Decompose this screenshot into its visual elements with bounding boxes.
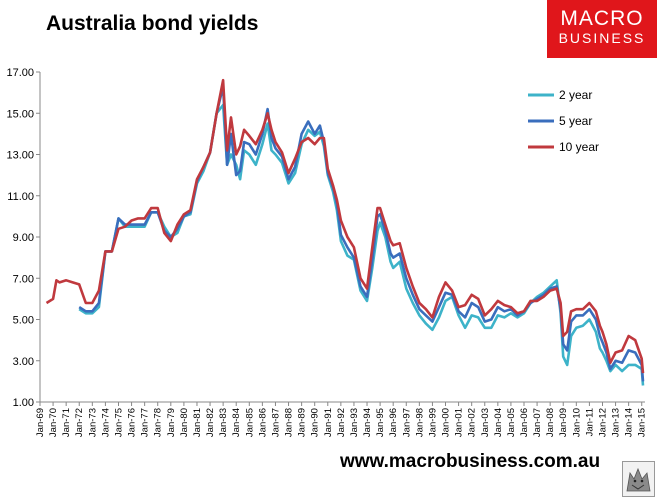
x-tick-label: Jan-97 — [401, 408, 412, 437]
x-tick-label: Jan-71 — [61, 408, 72, 437]
x-tick-label: Jan-07 — [532, 408, 543, 437]
legend-label: 10 year — [559, 140, 599, 154]
x-tick-label: Jan-75 — [113, 408, 124, 437]
x-tick-label: Jan-82 — [205, 408, 216, 437]
y-tick-label: 7.00 — [13, 273, 34, 285]
x-tick-label: Jan-83 — [218, 408, 229, 437]
x-tick-label: Jan-79 — [166, 408, 177, 437]
x-tick-label: Jan-84 — [231, 408, 242, 437]
x-tick-label: Jan-13 — [611, 408, 622, 437]
x-tick-label: Jan-06 — [519, 408, 530, 437]
y-tick-label: 11.00 — [7, 191, 34, 203]
x-tick-label: Jan-03 — [480, 408, 491, 437]
chart-title: Australia bond yields — [46, 12, 259, 35]
x-tick-label: Jan-92 — [336, 408, 347, 437]
x-tick-label: Jan-81 — [192, 408, 203, 437]
x-tick-label: Jan-12 — [597, 408, 608, 437]
site-url-link[interactable]: www.macrobusiness.com.au — [340, 451, 601, 472]
x-tick-label: Jan-02 — [467, 408, 478, 437]
legend-label: 5 year — [559, 114, 592, 128]
x-tick-label: Jan-10 — [571, 408, 582, 437]
x-tick-label: Jan-78 — [153, 408, 164, 437]
x-tick-label: Jan-91 — [323, 408, 334, 437]
wolf-mascot-icon — [622, 461, 655, 497]
y-tick-label: 17.00 — [6, 67, 34, 79]
y-axis: 1.00 3.00 5.00 7.00 9.00 11.00 13.00 15.00 17.00 — [6, 67, 41, 409]
x-tick-label: Jan-05 — [506, 408, 517, 437]
x-tick-label: Jan-15 — [637, 408, 648, 437]
x-tick-label: Jan-74 — [100, 408, 111, 437]
brand-logo-line1: MACRO — [560, 7, 644, 30]
x-tick-label: Jan-88 — [284, 408, 295, 437]
x-tick-label: Jan-86 — [257, 408, 268, 437]
x-tick-label: Jan-90 — [310, 408, 321, 437]
x-tick-label: Jan-87 — [270, 408, 281, 437]
x-tick-label: Jan-69 — [35, 408, 46, 437]
x-tick-label: Jan-98 — [414, 408, 425, 437]
x-tick-label: Jan-96 — [388, 408, 399, 437]
series-lines — [45, 78, 645, 386]
x-tick-label: Jan-80 — [179, 408, 190, 437]
brand-logo[interactable]: MACRO BUSINESS — [547, 0, 657, 58]
y-tick-label: 1.00 — [13, 397, 34, 409]
x-tick-label: Jan-70 — [48, 408, 59, 437]
legend: 2 year 5 year 10 year — [528, 88, 599, 154]
x-tick-label: Jan-95 — [375, 408, 386, 437]
x-tick-label: Jan-04 — [493, 408, 504, 437]
line-chart: 1.00 3.00 5.00 7.00 9.00 11.00 13.00 15.00 17.00… — [6, 67, 648, 437]
y-tick-label: 5.00 — [13, 315, 34, 327]
x-tick-label: Jan-93 — [349, 408, 360, 437]
x-tick-label: Jan-08 — [545, 408, 556, 437]
y-tick-label: 13.00 — [6, 150, 34, 162]
x-tick-label: Jan-73 — [87, 408, 98, 437]
series-line-10-year — [45, 78, 645, 374]
x-tick-label: Jan-85 — [244, 408, 255, 437]
y-tick-label: 9.00 — [13, 232, 34, 244]
x-axis: Jan-69 Jan-70 Jan-71 Jan-72 Jan-73 Jan-74 Jan-… — [35, 401, 648, 437]
x-tick-label: Jan-00 — [441, 408, 452, 437]
y-tick-label: 15.00 — [6, 108, 34, 120]
x-tick-label: Jan-09 — [558, 408, 569, 437]
x-tick-label: Jan-77 — [140, 408, 151, 437]
x-tick-label: Jan-72 — [74, 408, 85, 437]
legend-label: 2 year — [559, 88, 592, 102]
brand-logo-line2: BUSINESS — [558, 30, 646, 46]
x-tick-label: Jan-14 — [624, 408, 635, 437]
x-tick-label: Jan-99 — [427, 408, 438, 437]
x-tick-label: Jan-94 — [362, 408, 373, 437]
x-tick-label: Jan-01 — [454, 408, 465, 437]
x-tick-label: Jan-11 — [584, 408, 595, 436]
x-tick-label: Jan-89 — [297, 408, 308, 437]
x-tick-label: Jan-76 — [127, 408, 138, 437]
y-tick-label: 3.00 — [13, 356, 34, 368]
